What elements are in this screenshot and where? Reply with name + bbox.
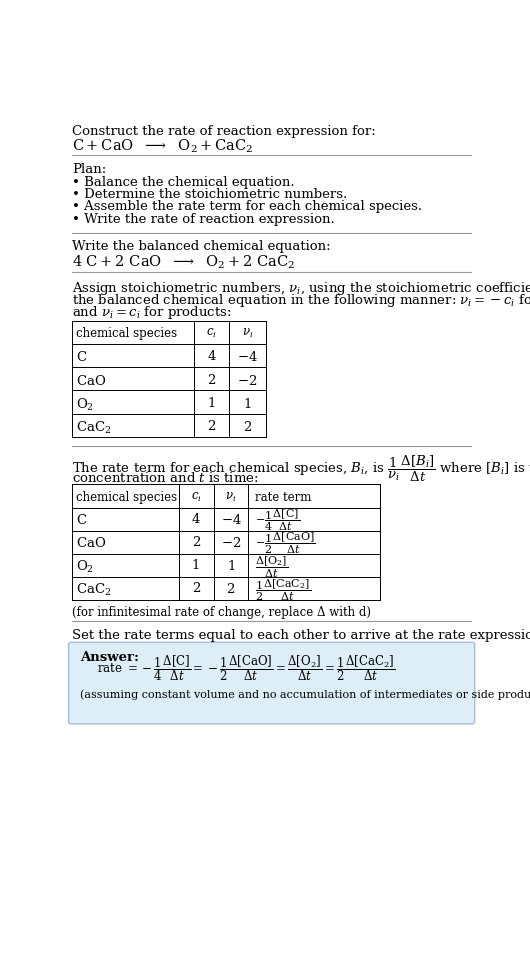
Text: 1: 1 — [207, 396, 216, 410]
Text: 1: 1 — [192, 559, 200, 572]
Text: $\mathrm{C}$: $\mathrm{C}$ — [76, 513, 87, 527]
Text: $\mathrm{CaC_2}$: $\mathrm{CaC_2}$ — [76, 420, 112, 436]
Text: 2: 2 — [207, 374, 216, 386]
Text: and $\nu_i = c_i$ for products:: and $\nu_i = c_i$ for products: — [73, 305, 232, 321]
Text: Set the rate terms equal to each other to arrive at the rate expression:: Set the rate terms equal to each other t… — [73, 630, 530, 642]
Text: 2: 2 — [207, 420, 216, 432]
Text: • Write the rate of reaction expression.: • Write the rate of reaction expression. — [73, 213, 335, 225]
Text: Answer:: Answer: — [80, 651, 139, 664]
Text: Assign stoichiometric numbers, $\nu_i$, using the stoichiometric coefficients, $: Assign stoichiometric numbers, $\nu_i$, … — [73, 279, 530, 297]
Text: $-2$: $-2$ — [221, 536, 241, 550]
Text: $c_i$: $c_i$ — [191, 491, 201, 504]
Text: $\mathrm{O_2}$: $\mathrm{O_2}$ — [76, 396, 94, 413]
Text: • Determine the stoichiometric numbers.: • Determine the stoichiometric numbers. — [73, 188, 348, 201]
Text: $2$: $2$ — [226, 583, 235, 596]
Text: $\mathrm{C + CaO\ \ \longrightarrow\ \ O_2 + CaC_2}$: $\mathrm{C + CaO\ \ \longrightarrow\ \ O… — [73, 138, 254, 155]
Text: the balanced chemical equation in the following manner: $\nu_i = -c_i$ for react: the balanced chemical equation in the fo… — [73, 292, 530, 309]
Text: The rate term for each chemical species, $B_i$, is $\dfrac{1}{\nu_i}\dfrac{\Delt: The rate term for each chemical species,… — [73, 454, 530, 484]
Text: $\mathrm{CaO}$: $\mathrm{CaO}$ — [76, 374, 107, 387]
Text: chemical species: chemical species — [76, 327, 178, 341]
Text: $-\dfrac{1}{2}\dfrac{\Delta[\mathrm{CaO}]}{\Delta t}$: $-\dfrac{1}{2}\dfrac{\Delta[\mathrm{CaO}… — [254, 531, 315, 556]
Text: $c_i$: $c_i$ — [206, 327, 217, 341]
Text: Construct the rate of reaction expression for:: Construct the rate of reaction expressio… — [73, 125, 376, 138]
Text: 2: 2 — [192, 536, 200, 549]
Text: (for infinitesimal rate of change, replace Δ with d): (for infinitesimal rate of change, repla… — [73, 606, 372, 619]
Text: $\nu_i$: $\nu_i$ — [242, 327, 253, 341]
FancyBboxPatch shape — [68, 642, 475, 724]
Text: $\mathrm{4\ C + 2\ CaO\ \ \longrightarrow\ \ O_2 + 2\ CaC_2}$: $\mathrm{4\ C + 2\ CaO\ \ \longrightarro… — [73, 254, 296, 270]
Text: $-2$: $-2$ — [237, 374, 258, 387]
Text: $\mathrm{C}$: $\mathrm{C}$ — [76, 350, 87, 364]
Text: $\dfrac{1}{2}\dfrac{\Delta[\mathrm{CaC_2}]}{\Delta t}$: $\dfrac{1}{2}\dfrac{\Delta[\mathrm{CaC_2… — [254, 577, 311, 602]
Text: concentration and $t$ is time:: concentration and $t$ is time: — [73, 470, 259, 484]
Text: $-4$: $-4$ — [237, 350, 258, 364]
Text: Plan:: Plan: — [73, 163, 107, 176]
Text: chemical species: chemical species — [76, 491, 178, 504]
Text: $\dfrac{\Delta[\mathrm{O_2}]}{\Delta t}$: $\dfrac{\Delta[\mathrm{O_2}]}{\Delta t}$ — [254, 554, 288, 580]
Text: • Balance the chemical equation.: • Balance the chemical equation. — [73, 176, 295, 188]
Text: • Assemble the rate term for each chemical species.: • Assemble the rate term for each chemic… — [73, 200, 422, 214]
Text: rate $= -\dfrac{1}{4}\dfrac{\Delta[\mathrm{C}]}{\Delta t}= -\dfrac{1}{2}\dfrac{\: rate $= -\dfrac{1}{4}\dfrac{\Delta[\math… — [97, 653, 395, 682]
Text: $\mathrm{O_2}$: $\mathrm{O_2}$ — [76, 559, 94, 575]
Text: $\mathrm{CaO}$: $\mathrm{CaO}$ — [76, 536, 107, 550]
Text: 4: 4 — [192, 513, 200, 526]
Text: 2: 2 — [192, 583, 200, 595]
Text: 4: 4 — [207, 350, 216, 363]
Text: $-\dfrac{1}{4}\dfrac{\Delta[\mathrm{C}]}{\Delta t}$: $-\dfrac{1}{4}\dfrac{\Delta[\mathrm{C}]}… — [254, 508, 299, 533]
Text: $\nu_i$: $\nu_i$ — [225, 491, 236, 504]
Text: $\mathrm{CaC_2}$: $\mathrm{CaC_2}$ — [76, 583, 112, 598]
Text: $1$: $1$ — [227, 559, 235, 573]
Text: rate term: rate term — [254, 491, 311, 504]
Text: (assuming constant volume and no accumulation of intermediates or side products): (assuming constant volume and no accumul… — [80, 689, 530, 700]
Text: $-4$: $-4$ — [220, 513, 241, 527]
Text: $1$: $1$ — [243, 396, 252, 411]
Text: Write the balanced chemical equation:: Write the balanced chemical equation: — [73, 240, 331, 254]
Text: $2$: $2$ — [243, 420, 252, 433]
